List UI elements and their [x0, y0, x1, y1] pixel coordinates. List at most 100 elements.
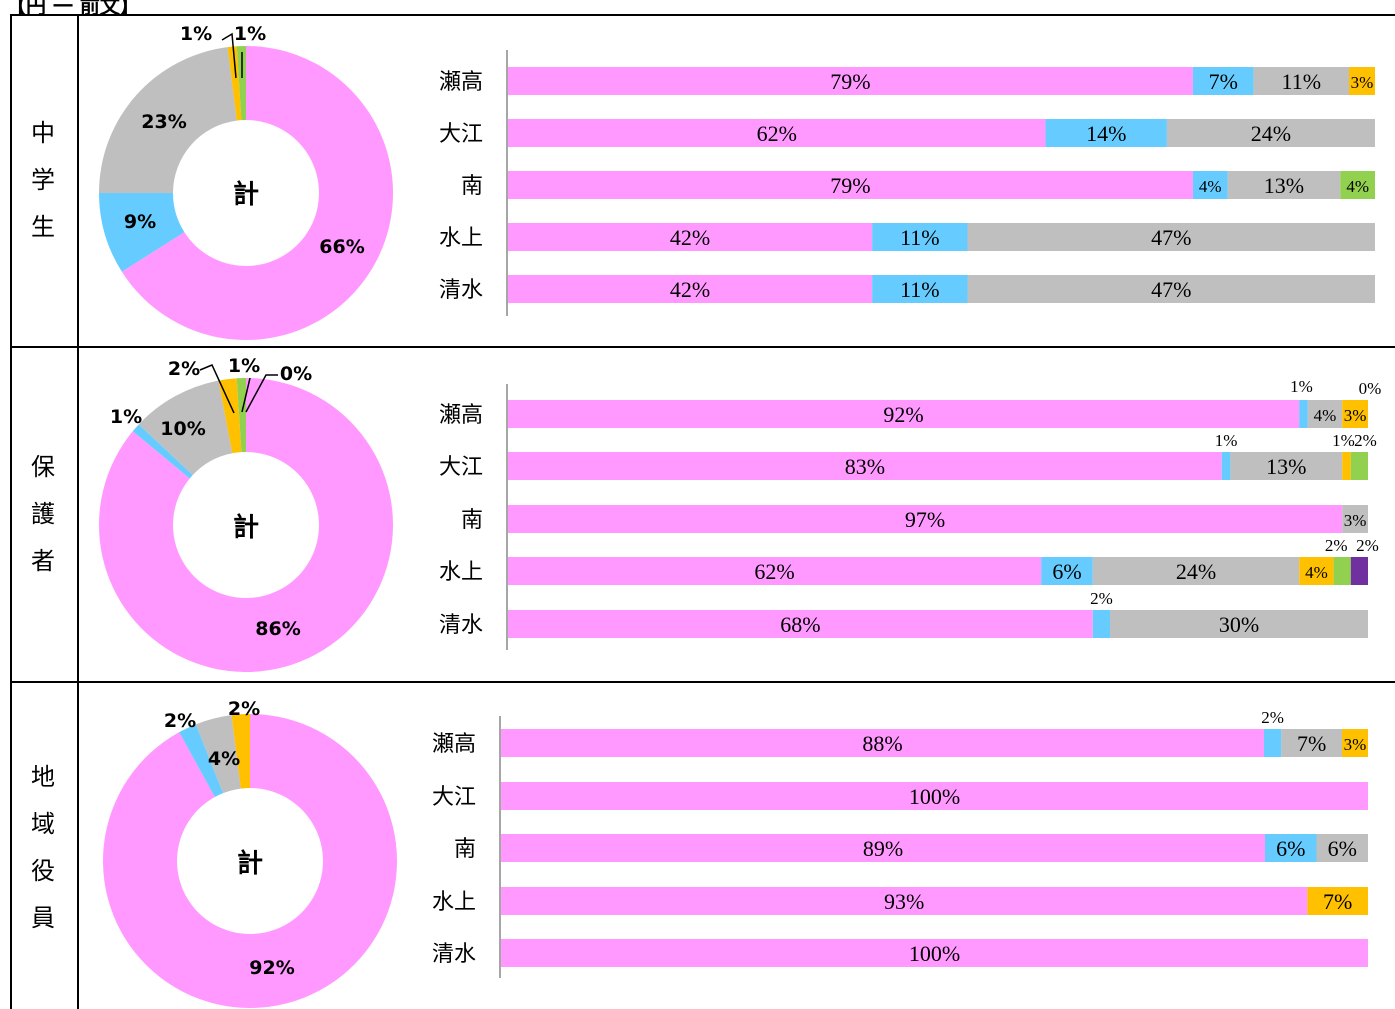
bar-segment	[1263, 729, 1282, 757]
bar-data-label: 11%	[900, 225, 940, 250]
bar-segment	[1110, 610, 1368, 638]
bar-data-label: 13%	[1266, 454, 1306, 479]
bar-data-label: 3%	[1344, 735, 1367, 754]
bar-segment	[1333, 557, 1351, 585]
donut-slice	[99, 193, 185, 272]
bar-data-label: 68%	[780, 612, 820, 637]
bar-segment	[501, 887, 1308, 915]
bar-segment	[1299, 400, 1308, 428]
bar-category-label: 水上	[432, 890, 476, 915]
group-label-char: 保	[31, 453, 55, 481]
group-label-char: 中	[31, 119, 55, 147]
donut-chart-community: 計 92% 2% 4% 2%	[103, 698, 398, 1008]
bar-segment	[1350, 557, 1368, 585]
donut-slice	[195, 715, 241, 794]
bar-segment	[508, 400, 1300, 428]
table-left-border	[10, 14, 12, 1009]
bar-segment	[508, 171, 1193, 199]
bar-segment	[967, 275, 1375, 303]
bar-segment	[872, 223, 968, 251]
group-label-char: 者	[31, 547, 55, 575]
donut-center-label: 計	[237, 848, 263, 879]
donut-data-label: 1%	[180, 23, 212, 45]
donut-data-label: 2%	[228, 698, 260, 720]
donut-slice	[236, 378, 246, 453]
bar-data-label: 42%	[670, 277, 710, 302]
donut-slice	[231, 714, 250, 789]
group-label-char: 役	[31, 857, 55, 885]
donut-data-label: 2%	[168, 358, 200, 380]
bar-segment	[1348, 67, 1375, 95]
bar-data-label: 3%	[1351, 73, 1374, 92]
bar-segment	[508, 557, 1042, 585]
bar-chart-community: 瀬高 88% 2% 7% 3% 大江 100% 南 89% 6% 6% 水上 93% 7% 清水 100%	[432, 708, 1368, 978]
bar-data-label: 1%	[1215, 431, 1238, 450]
row-divider-2	[10, 681, 1395, 683]
bar-segment	[1281, 729, 1342, 757]
bar-segment	[1230, 452, 1343, 480]
bar-data-label: 88%	[862, 731, 902, 756]
donut-slice	[218, 378, 242, 454]
bar-data-label: 92%	[883, 402, 923, 427]
bar-segment	[508, 610, 1093, 638]
bar-data-label: 79%	[830, 69, 870, 94]
bar-segment	[1221, 452, 1231, 480]
donut-data-label: 1%	[228, 355, 260, 377]
donut-slice	[132, 424, 193, 479]
donut-data-label: 1%	[110, 406, 142, 428]
bar-category-label: 南	[454, 837, 476, 862]
bar-segment	[508, 505, 1343, 533]
bar-category-label: 清水	[432, 942, 476, 967]
bar-category-label: 南	[461, 508, 483, 533]
donut-leader-line	[241, 377, 251, 413]
donut-data-label: 86%	[255, 618, 300, 640]
bar-segment	[1307, 887, 1368, 915]
bar-data-label: 93%	[884, 889, 924, 914]
bar-chart-parents: 瀬高 92%1%4% 3%0%大江 83%1%13%1% 2%南 97% 3%水上 62% 6%…	[439, 377, 1381, 650]
bar-segment	[1299, 557, 1334, 585]
bar-data-label: 4%	[1199, 177, 1222, 196]
bar-segment	[1316, 834, 1368, 862]
donut-leader-line	[245, 374, 278, 413]
bar-segment	[1045, 119, 1167, 147]
group-label-char: 生	[31, 213, 55, 241]
donut-data-label: 66%	[319, 236, 364, 258]
bar-data-label: 6%	[1052, 559, 1081, 584]
bar-segment	[872, 275, 968, 303]
donut-slice	[99, 47, 237, 193]
bar-data-label: 24%	[1176, 559, 1216, 584]
bar-segment	[1342, 505, 1368, 533]
bar-category-label: 清水	[439, 613, 483, 638]
bar-category-label: 瀬高	[439, 70, 483, 95]
donut-data-label: 1%	[234, 23, 266, 45]
bar-segment	[1041, 557, 1093, 585]
bar-data-label: 4%	[1314, 406, 1337, 425]
bar-data-label: 2%	[1356, 536, 1379, 555]
donut-chart-parents: 計 86% 1% 10% 2% 1% 0%	[99, 355, 394, 672]
row-divider-1	[10, 346, 1395, 348]
bar-data-label: 100%	[909, 941, 960, 966]
bar-segment	[1192, 171, 1228, 199]
bar-category-label: 大江	[439, 455, 483, 480]
bar-category-label: 南	[461, 174, 483, 199]
bar-data-label: 2%	[1354, 431, 1377, 450]
bar-segment	[508, 67, 1193, 95]
bar-data-label: 2%	[1261, 708, 1284, 727]
header-tag: 【円 一 前文】	[6, 0, 140, 18]
bar-data-label: 6%	[1276, 836, 1305, 861]
donut-slice	[227, 46, 242, 121]
group-label-char: 員	[31, 904, 55, 932]
bar-data-label: 3%	[1344, 406, 1367, 425]
bar-segment	[1264, 834, 1317, 862]
bar-data-label: 4%	[1305, 563, 1328, 582]
table-top-border	[10, 14, 1395, 16]
group-label-char: 地	[31, 763, 55, 791]
bar-segment	[501, 729, 1264, 757]
bar-segment	[501, 939, 1368, 967]
bar-data-label: 7%	[1209, 69, 1238, 94]
bar-data-label: 4%	[1346, 177, 1369, 196]
donut-data-label: 0%	[280, 363, 312, 385]
donut-slice	[121, 46, 394, 341]
bar-category-label: 大江	[439, 122, 483, 147]
bar-segment	[1166, 119, 1375, 147]
